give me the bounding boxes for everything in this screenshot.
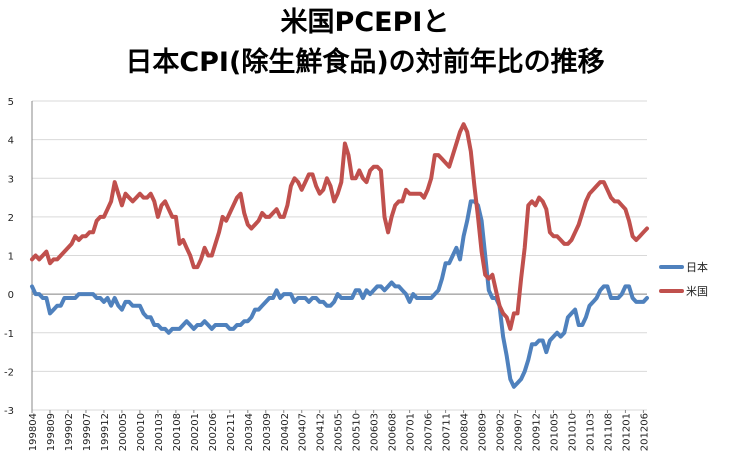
x-tick-label: 201103 xyxy=(585,413,596,451)
x-tick-label: 199907 xyxy=(82,413,93,451)
gridlines xyxy=(32,100,647,411)
x-tick-label: 201201 xyxy=(621,413,632,451)
x-tick-label: 200211 xyxy=(226,413,237,451)
x-tick-label: 200902 xyxy=(496,413,507,451)
y-tick-label: -3 xyxy=(4,406,14,417)
x-axis-tick-labels: 199804 199809 199902 199907 199912 200005 2000… xyxy=(28,410,650,451)
x-tick-label: 200510 xyxy=(352,413,363,451)
x-tick-label: 199902 xyxy=(64,413,75,451)
x-tick-label: 201206 xyxy=(639,413,650,451)
x-tick-label: 200304 xyxy=(244,413,255,451)
x-tick-label: 200706 xyxy=(424,413,435,451)
x-tick-label: 200407 xyxy=(298,413,309,451)
legend-label-us: 米国 xyxy=(686,285,708,298)
x-tick-label: 200912 xyxy=(532,413,543,451)
x-tick-label: 200309 xyxy=(262,413,273,451)
y-tick-label: 3 xyxy=(8,174,14,185)
x-tick-label: 200201 xyxy=(190,413,201,451)
x-tick-label: 200010 xyxy=(136,413,147,451)
y-tick-label: -1 xyxy=(4,329,14,340)
x-tick-label: 199912 xyxy=(100,413,111,451)
y-tick-label: 2 xyxy=(8,213,14,224)
chart-title-line-1: 米国PCEPIと xyxy=(280,7,450,38)
y-tick-label: 5 xyxy=(8,97,14,108)
x-tick-label: 200412 xyxy=(316,413,327,451)
y-tick-label: 0 xyxy=(8,290,14,301)
x-tick-label: 200005 xyxy=(118,413,129,451)
x-tick-label: 200804 xyxy=(460,413,471,451)
x-tick-label: 200402 xyxy=(280,413,291,451)
x-tick-label: 201005 xyxy=(549,413,560,451)
chart-title-line-2: 日本CPI(除生鮮食品)の対前年比の推移 xyxy=(125,47,605,78)
x-tick-label: 200608 xyxy=(388,413,399,451)
x-tick-label: 200108 xyxy=(172,413,183,451)
y-tick-label: -2 xyxy=(4,367,14,378)
series-line-japan xyxy=(30,199,649,389)
x-tick-label: 200603 xyxy=(370,413,381,451)
series-line-us xyxy=(30,122,649,331)
x-tick-label: 199804 xyxy=(28,413,39,451)
x-tick-label: 201108 xyxy=(603,413,614,451)
y-tick-label: 4 xyxy=(8,136,14,147)
x-tick-label: 200809 xyxy=(478,413,489,451)
x-tick-label: 200505 xyxy=(334,413,345,451)
legend-label-japan: 日本 xyxy=(686,260,708,274)
y-axis-ticks: 5 4 3 2 1 0 -1 -2 -3 xyxy=(4,97,14,417)
x-tick-label: 200711 xyxy=(442,413,453,451)
series-lines xyxy=(30,122,649,389)
x-tick-label: 199809 xyxy=(46,413,57,451)
x-tick-label: 200103 xyxy=(154,413,165,451)
x-tick-label: 201010 xyxy=(567,413,578,451)
x-tick-label: 200206 xyxy=(208,413,219,451)
x-tick-label: 200701 xyxy=(406,413,417,451)
y-tick-label: 1 xyxy=(8,252,14,263)
x-tick-label: 200907 xyxy=(514,413,525,451)
